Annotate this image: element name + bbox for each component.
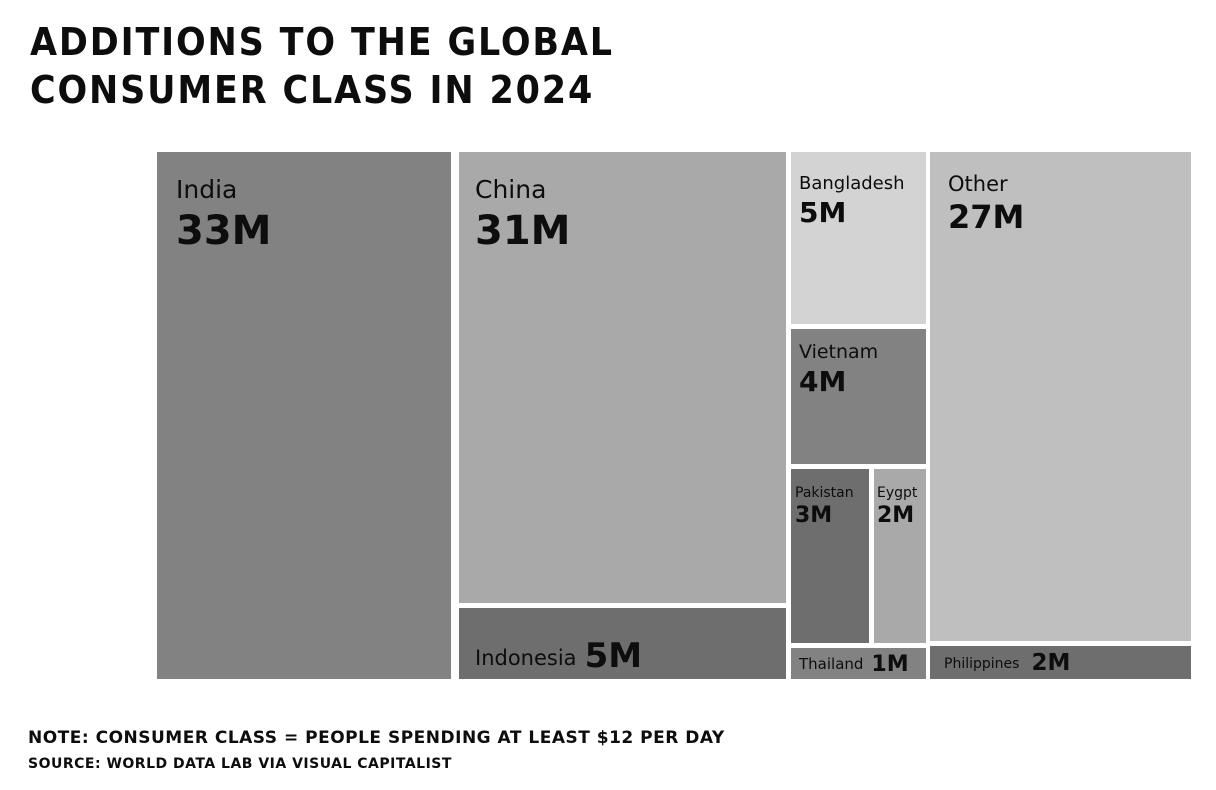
tile-rect-vietnam	[791, 329, 926, 464]
tile-rect-indonesia	[459, 608, 786, 679]
tile-name-eygpt: Eygpt	[877, 485, 918, 501]
tile-value-indonesia: 5M	[585, 636, 643, 676]
tile-rect-china	[459, 152, 786, 603]
tile-name-indonesia: Indonesia	[475, 646, 577, 670]
source-note: SOURCE: WORLD DATA LAB VIA VISUAL CAPITA…	[28, 756, 452, 772]
tile-value-thailand: 1M	[871, 652, 908, 677]
tile-thailand: Thailand 1M	[791, 648, 926, 679]
tile-rect-philippines	[930, 646, 1191, 679]
tile-value-india: 33M	[176, 208, 271, 254]
tile-name-philippines: Philippines	[944, 656, 1019, 672]
tile-india: India 33M	[157, 152, 451, 679]
tile-value-vietnam: 4M	[799, 365, 846, 398]
tile-rect-thailand	[791, 648, 926, 679]
tile-name-china: China	[475, 175, 546, 204]
tile-value-china: 31M	[475, 208, 570, 254]
tile-name-bangladesh: Bangladesh	[799, 173, 905, 194]
tile-name-thailand: Thailand	[798, 655, 863, 673]
tile-rect-other	[930, 152, 1191, 641]
tile-name-vietnam: Vietnam	[799, 341, 878, 363]
tile-rect-eygpt	[874, 469, 926, 643]
tile-rect-bangladesh	[791, 152, 926, 324]
tile-pakistan: Pakistan 3M	[791, 469, 869, 643]
tile-rect-pakistan	[791, 469, 869, 643]
tile-value-other: 27M	[948, 198, 1024, 236]
tile-value-bangladesh: 5M	[799, 196, 846, 229]
chart-title: ADDITIONS TO THE GLOBAL CONSUMER CLASS I…	[30, 20, 614, 112]
tile-rect-india	[157, 152, 451, 679]
tile-china: China 31M	[459, 152, 786, 603]
footnote: NOTE: CONSUMER CLASS = PEOPLE SPENDING A…	[28, 728, 725, 748]
tile-name-other: Other	[948, 172, 1008, 196]
tile-eygpt: Eygpt 2M	[874, 469, 926, 643]
tile-philippines: Philippines 2M	[930, 646, 1191, 679]
tile-indonesia: Indonesia 5M	[459, 608, 786, 679]
tile-value-pakistan: 3M	[795, 503, 832, 528]
tile-value-eygpt: 2M	[877, 503, 914, 528]
tile-name-pakistan: Pakistan	[795, 485, 854, 501]
tile-value-philippines: 2M	[1031, 650, 1070, 676]
tile-name-india: India	[176, 175, 237, 204]
